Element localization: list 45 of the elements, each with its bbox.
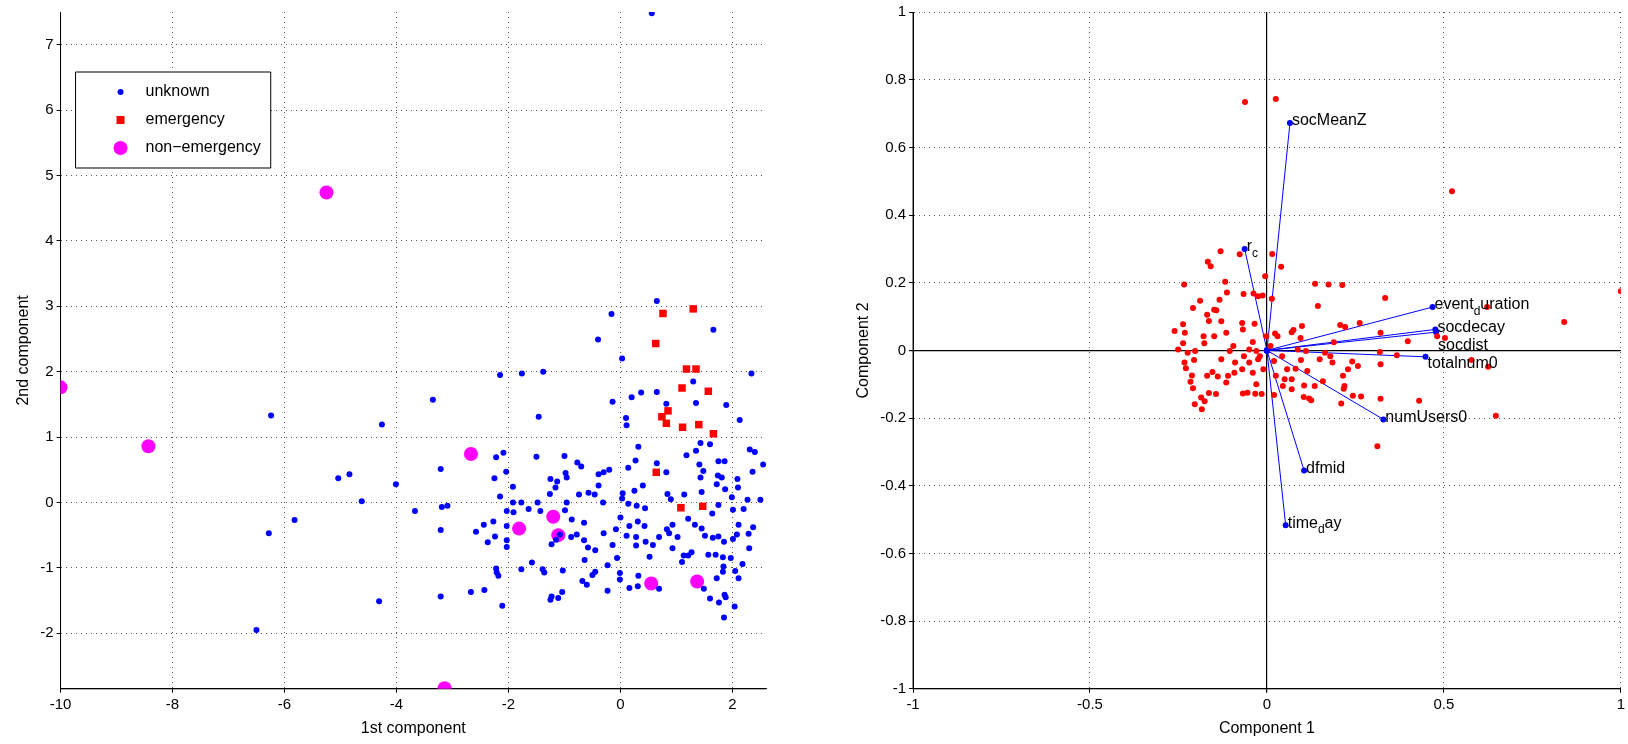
y-tick-label: 0 xyxy=(45,492,54,510)
x-tick-label: -10 xyxy=(49,694,72,712)
y-axis-title: 2nd component xyxy=(14,294,32,406)
y-tick-label: -0.2 xyxy=(880,408,907,426)
y-tick-label: -0.6 xyxy=(880,543,907,561)
y-tick-label: 2 xyxy=(45,361,54,379)
x-tick-label: 1 xyxy=(1616,694,1625,712)
x-tick-label: -2 xyxy=(501,694,516,712)
legend-label: emergency xyxy=(145,110,225,128)
y-tick-label: 0.8 xyxy=(885,69,907,87)
x-axis-title: 1st component xyxy=(360,718,467,736)
y-tick-label: -1 xyxy=(40,557,54,575)
x-tick-label: 0 xyxy=(616,694,625,712)
x-tick-label: -6 xyxy=(277,694,292,712)
x-tick-label: 0.5 xyxy=(1433,694,1455,712)
x-tick-label: 0 xyxy=(1262,694,1272,712)
legend-label: unknown xyxy=(145,82,210,100)
annotation: socMeanZ xyxy=(1291,111,1367,129)
y-tick-label: 4 xyxy=(45,231,54,249)
y-tick-label: 0 xyxy=(897,340,907,358)
y-tick-label: -1 xyxy=(892,678,907,696)
y-tick-label: 1 xyxy=(897,2,907,20)
annotation: dfmid xyxy=(1306,458,1346,476)
y-tick-label: 0.2 xyxy=(885,272,907,290)
x-tick-label: -8 xyxy=(165,694,180,712)
y-tick-label: 0.6 xyxy=(885,137,907,155)
annotation: socdist xyxy=(1438,335,1489,353)
y-tick-label: 0.4 xyxy=(885,205,907,223)
x-tick-label: 2 xyxy=(728,694,737,712)
y-tick-label: 7 xyxy=(45,34,54,52)
y-tick-label: 1 xyxy=(45,427,54,445)
legend-label: non−emergency xyxy=(145,138,261,156)
x-axis-title: Component 1 xyxy=(1218,718,1316,736)
y-tick-label: 5 xyxy=(45,165,54,183)
annotation: totalnum0 xyxy=(1427,353,1498,371)
y-tick-label: -0.4 xyxy=(880,475,907,493)
x-tick-label: -4 xyxy=(389,694,404,712)
y-axis-title: Component 2 xyxy=(854,302,872,399)
y-tick-label: -2 xyxy=(40,623,54,641)
annotation: numUsers0 xyxy=(1385,407,1468,425)
y-tick-label: 6 xyxy=(45,100,54,118)
x-tick-label: -0.5 xyxy=(1077,694,1103,712)
annotation: socdecay xyxy=(1437,317,1505,335)
y-tick-label: -0.8 xyxy=(880,611,907,629)
y-tick-label: 3 xyxy=(45,296,54,314)
